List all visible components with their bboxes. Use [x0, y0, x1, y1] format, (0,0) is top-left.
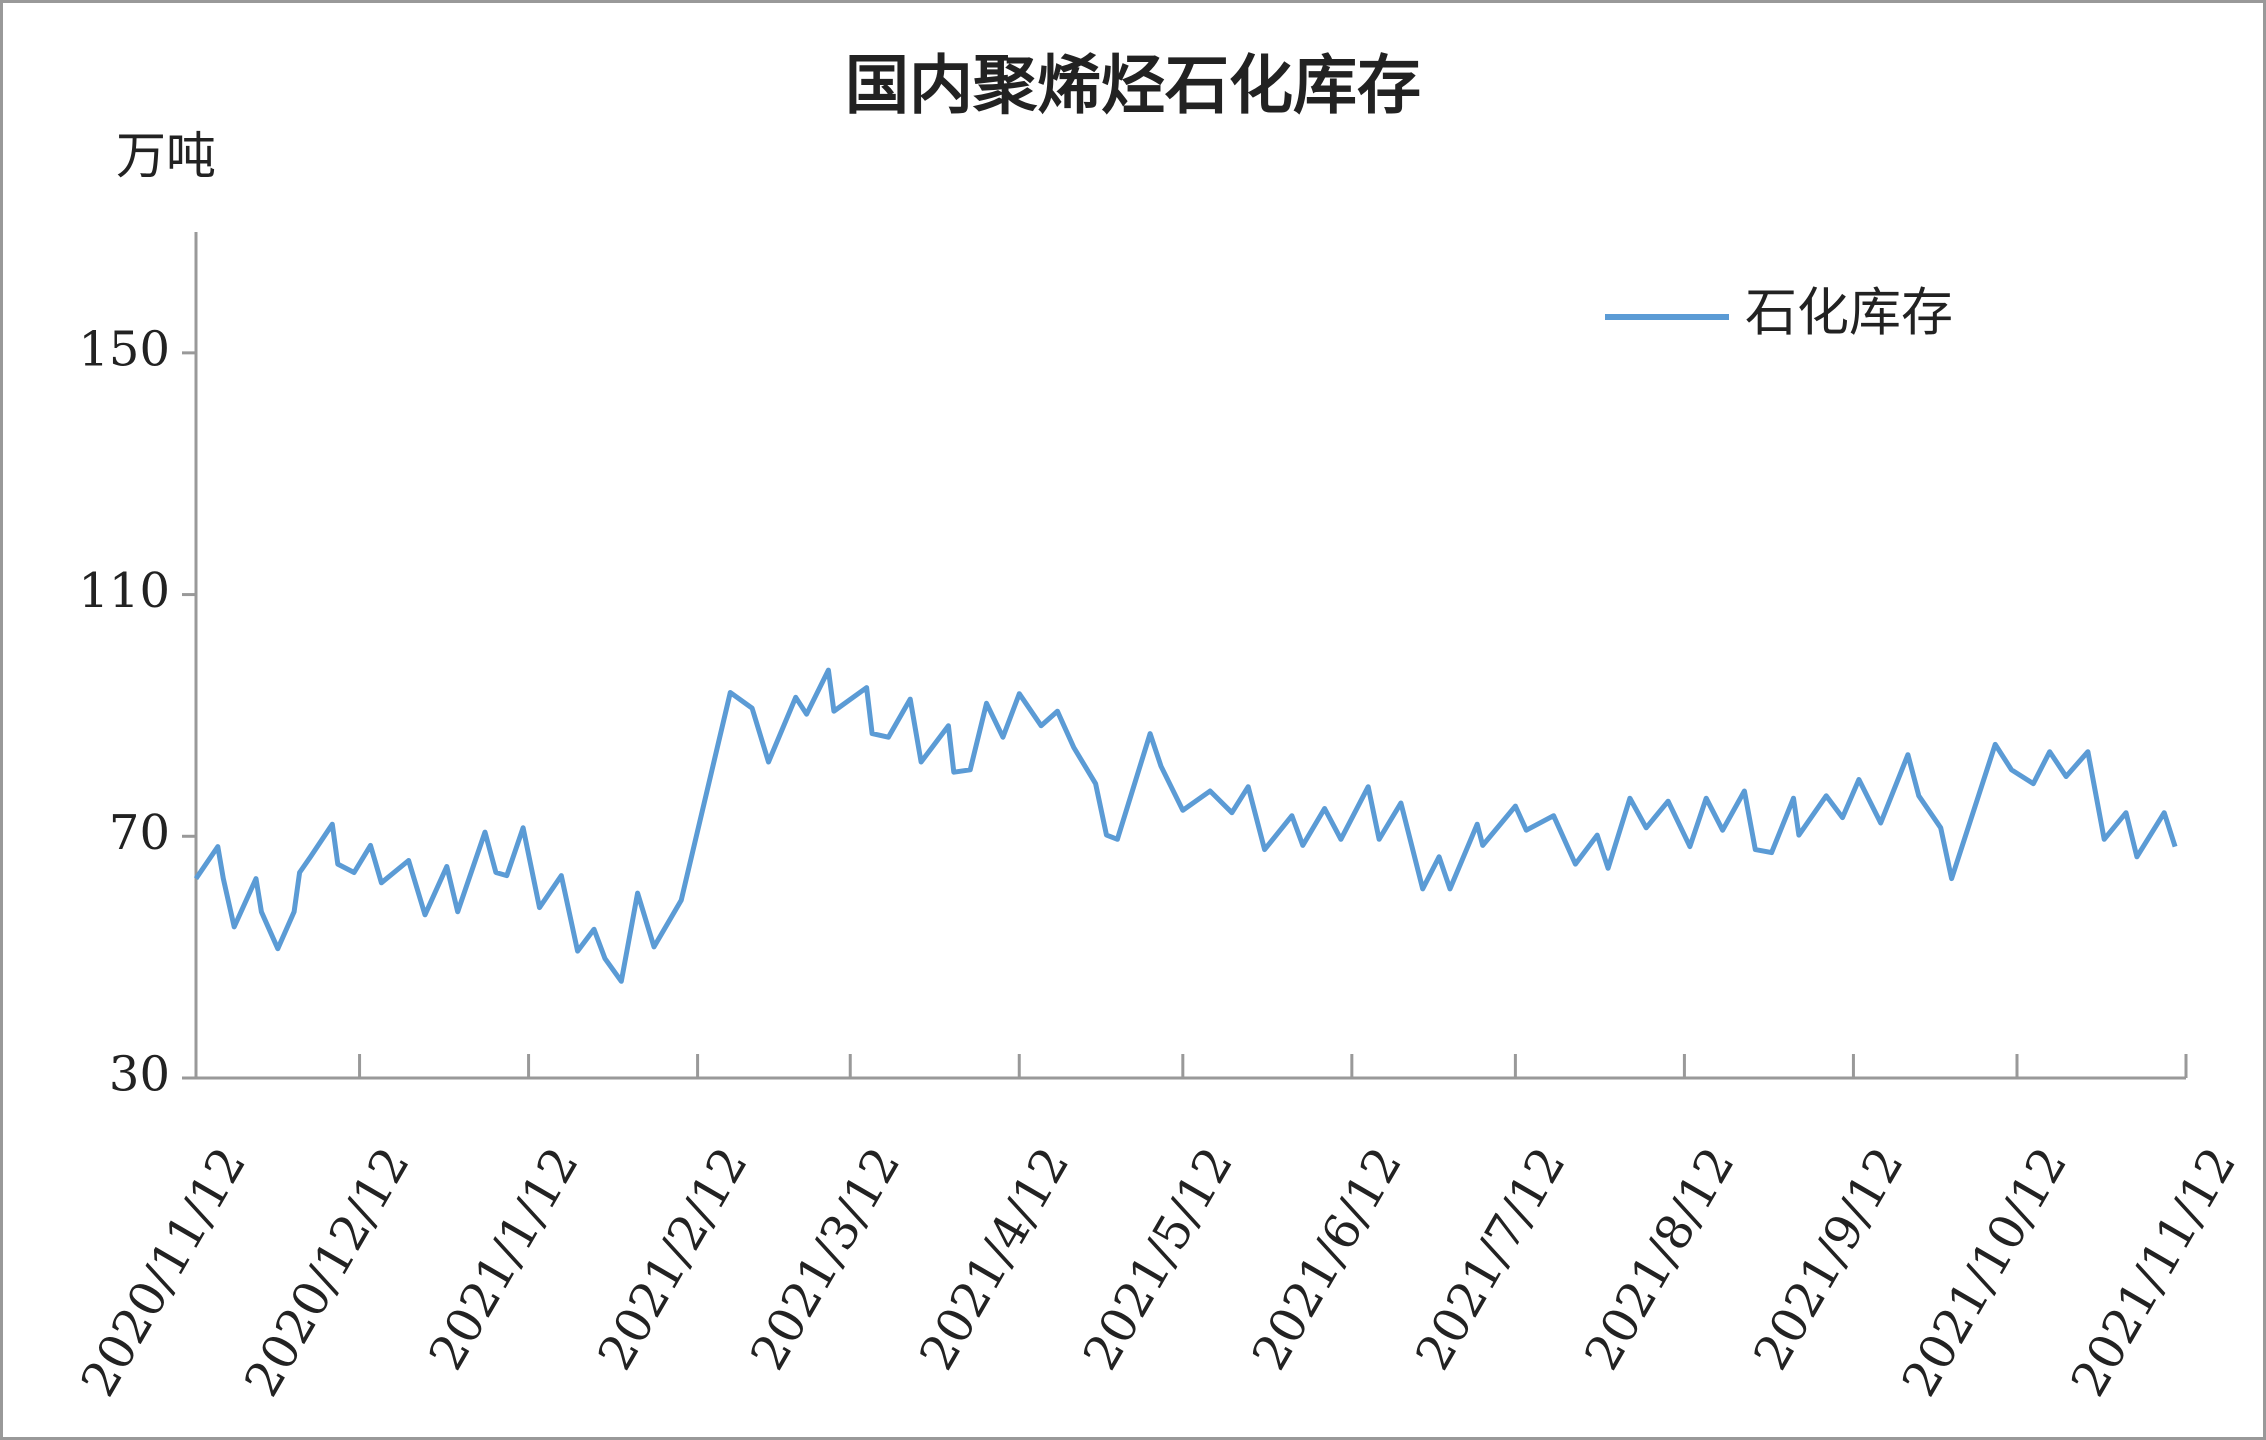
x-tick-label: 2021/3/12 [740, 1138, 912, 1379]
line-series [193, 667, 2178, 984]
x-tick-label: 2021/7/12 [1405, 1138, 1577, 1379]
x-tick-label: 2021/9/12 [1743, 1138, 1915, 1379]
x-tick-label: 2020/11/12 [70, 1138, 257, 1406]
x-tick-label: 2021/6/12 [1241, 1138, 1413, 1379]
x-tick-label: 2021/4/12 [909, 1138, 1081, 1379]
y-tick-label: 150 [78, 321, 170, 377]
y-tick-label: 30 [109, 1047, 170, 1103]
x-tick-label: 2021/5/12 [1072, 1138, 1244, 1379]
y-tick-label: 70 [109, 805, 170, 861]
legend-label: 石化库存 [1745, 284, 1953, 344]
x-tick-label: 2021/10/12 [1891, 1138, 2078, 1406]
chart-title: 国内聚烯烃石化库存 [845, 50, 1421, 124]
y-axis-label: 万吨 [116, 127, 216, 185]
x-tick-label: 2021/11/12 [2060, 1138, 2247, 1406]
x-tick-label: 2021/2/12 [587, 1138, 759, 1379]
y-tick-label: 110 [78, 563, 170, 619]
x-tick-label: 2021/1/12 [418, 1138, 590, 1379]
x-tick-label: 2020/12/12 [234, 1138, 421, 1406]
x-tick-label: 2021/8/12 [1574, 1138, 1746, 1379]
